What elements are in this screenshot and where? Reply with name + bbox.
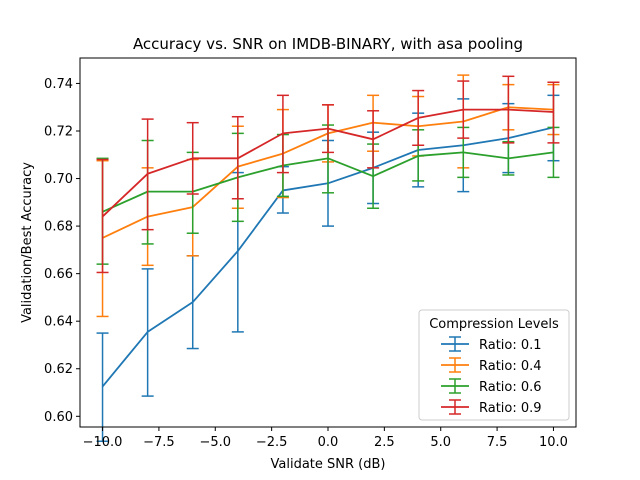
legend-label: Ratio: 0.9 xyxy=(479,401,542,416)
series-3 xyxy=(96,75,560,274)
legend-item-0: Ratio: 0.1 xyxy=(441,336,542,353)
plot-area xyxy=(96,74,560,443)
y-tick-label: 0.62 xyxy=(44,362,73,377)
series-line xyxy=(101,108,554,218)
x-tick-label: −10.0 xyxy=(83,435,123,450)
legend: Compression Levels Ratio: 0.1 Ratio: 0.4 R… xyxy=(418,309,570,421)
y-tick-label: 0.68 xyxy=(44,220,73,235)
y-tick-label: 0.66 xyxy=(44,267,73,282)
x-axis-title: Validate SNR (dB) xyxy=(271,457,386,472)
series-line xyxy=(102,151,554,213)
legend-label: Ratio: 0.4 xyxy=(479,359,542,374)
legend-title: Compression Levels xyxy=(429,317,559,332)
y-tick-label: 0.74 xyxy=(44,77,73,92)
x-tick-label: −5.0 xyxy=(199,435,231,450)
y-axis-ticks: 0.60 0.62 0.64 0.66 0.68 0.70 0.72 0.74 xyxy=(44,77,80,425)
y-axis-title: Validation/Best Accuracy xyxy=(20,162,35,323)
x-tick-label: 5.0 xyxy=(430,435,451,450)
x-tick-label: 2.5 xyxy=(374,435,395,450)
x-tick-label: 7.5 xyxy=(487,435,508,450)
x-tick-label: −2.5 xyxy=(256,435,288,450)
x-tick-label: 10.0 xyxy=(539,435,568,450)
y-tick-label: 0.72 xyxy=(44,124,73,139)
legend-item-1: Ratio: 0.4 xyxy=(441,357,542,374)
y-tick-label: 0.70 xyxy=(44,172,73,187)
y-tick-label: 0.60 xyxy=(44,410,73,425)
chart-title: Accuracy vs. SNR on IMDB-BINARY, with as… xyxy=(133,35,523,53)
legend-label: Ratio: 0.1 xyxy=(479,338,542,353)
legend-item-3: Ratio: 0.9 xyxy=(441,399,542,416)
legend-label: Ratio: 0.6 xyxy=(479,380,542,395)
x-axis-ticks: −10.0 −7.5 −5.0 −2.5 0.0 2.5 5.0 7.5 10.0 xyxy=(83,427,568,450)
legend-item-2: Ratio: 0.6 xyxy=(441,378,542,395)
x-tick-label: 0.0 xyxy=(318,435,339,450)
y-tick-label: 0.64 xyxy=(44,315,73,330)
x-tick-label: −7.5 xyxy=(143,435,175,450)
